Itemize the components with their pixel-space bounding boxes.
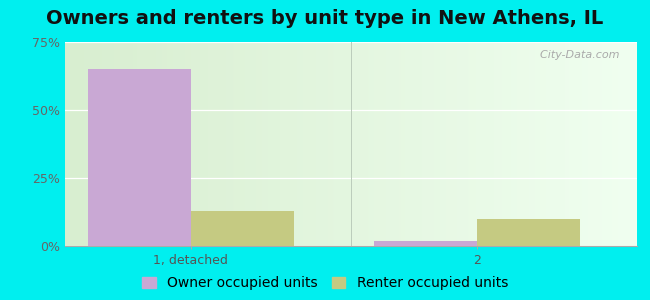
Bar bbox=[374, 241, 477, 246]
Bar bbox=[88, 69, 191, 246]
Bar bbox=[191, 211, 294, 246]
Bar bbox=[477, 219, 580, 246]
Text: City-Data.com: City-Data.com bbox=[534, 50, 620, 60]
Legend: Owner occupied units, Renter occupied units: Owner occupied units, Renter occupied un… bbox=[142, 276, 508, 290]
Text: Owners and renters by unit type in New Athens, IL: Owners and renters by unit type in New A… bbox=[46, 9, 604, 28]
